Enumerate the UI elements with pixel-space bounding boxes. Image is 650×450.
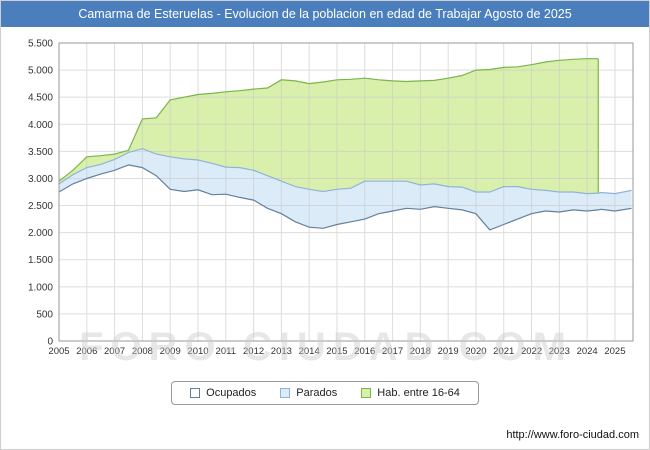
svg-text:2007: 2007 (104, 346, 125, 357)
chart-area: 0 500 1.000 1.500 2.000 2.500 3.000 3.500 4.000 4… (1, 27, 649, 377)
footer-url[interactable]: http://www.foro-ciudad.com (506, 429, 639, 441)
svg-text:2019: 2019 (438, 346, 459, 357)
line-parados (58, 148, 632, 195)
legend-box: Ocupados Parados Hab. entre 16-64 (171, 381, 479, 405)
legend-item-parados: Parados (280, 387, 337, 399)
area-parados (59, 148, 632, 230)
title-bar: Camarma de Esteruelas - Evolucion de la … (1, 1, 649, 27)
svg-text:1.000: 1.000 (28, 282, 53, 293)
svg-text:2005: 2005 (48, 346, 69, 357)
svg-text:5.000: 5.000 (28, 66, 53, 77)
line-hab-16-64 (58, 58, 599, 182)
svg-text:2010: 2010 (187, 346, 208, 357)
svg-text:3.000: 3.000 (28, 174, 53, 185)
svg-text:2014: 2014 (299, 346, 320, 357)
svg-text:5.500: 5.500 (28, 39, 53, 50)
plot-border (58, 42, 634, 342)
svg-text:2024: 2024 (577, 346, 598, 357)
svg-text:2011: 2011 (216, 346, 236, 357)
legend-label-parados: Parados (296, 387, 338, 399)
svg-text:2013: 2013 (271, 346, 292, 357)
svg-text:4.500: 4.500 (28, 93, 53, 104)
legend-swatch-parados (280, 388, 291, 398)
line-ocupados (58, 164, 632, 231)
svg-text:2.500: 2.500 (28, 201, 53, 212)
legend-label-ocupados: Ocupados (206, 387, 257, 399)
legend-swatch-ocupados (190, 388, 201, 398)
legend-item-hab-16-64: Hab. entre 16-64 (361, 387, 460, 399)
svg-text:2015: 2015 (326, 346, 347, 357)
svg-text:2020: 2020 (465, 346, 486, 357)
svg-text:2018: 2018 (410, 346, 431, 357)
area-ocupados (59, 164, 632, 341)
svg-text:2022: 2022 (521, 346, 542, 357)
svg-text:2008: 2008 (132, 346, 153, 357)
y-axis-labels: 0 500 1.000 1.500 2.000 2.500 3.000 3.500 4.000 4… (28, 39, 53, 348)
svg-text:4.000: 4.000 (28, 120, 53, 131)
svg-text:3.500: 3.500 (28, 147, 53, 158)
svg-text:0: 0 (47, 337, 53, 348)
chart-canvas: 0 500 1.000 1.500 2.000 2.500 3.000 3.500 4.000 4… (28, 39, 634, 357)
svg-text:2009: 2009 (160, 346, 181, 357)
area-hab-16-64 (59, 58, 599, 194)
svg-text:2016: 2016 (354, 346, 375, 357)
x-axis-labels: 2005 2006 2007 2008 2009 2010 2011 2012 2013 2014… (48, 346, 625, 357)
svg-text:2006: 2006 (76, 346, 97, 357)
svg-text:1.500: 1.500 (28, 255, 53, 266)
legend-row: Ocupados Parados Hab. entre 16-64 (1, 381, 649, 405)
chart-title: Camarma de Esteruelas - Evolucion de la … (78, 7, 572, 21)
legend-label-hab-16-64: Hab. entre 16-64 (377, 387, 460, 399)
legend-swatch-hab-16-64 (361, 388, 372, 398)
svg-text:2023: 2023 (549, 346, 570, 357)
svg-text:2012: 2012 (243, 346, 264, 357)
svg-text:500: 500 (36, 309, 53, 320)
svg-text:2021: 2021 (493, 346, 514, 357)
svg-text:2017: 2017 (382, 346, 403, 357)
legend-item-ocupados: Ocupados (190, 387, 256, 399)
svg-text:2.000: 2.000 (28, 228, 53, 239)
svg-text:2025: 2025 (604, 346, 625, 357)
